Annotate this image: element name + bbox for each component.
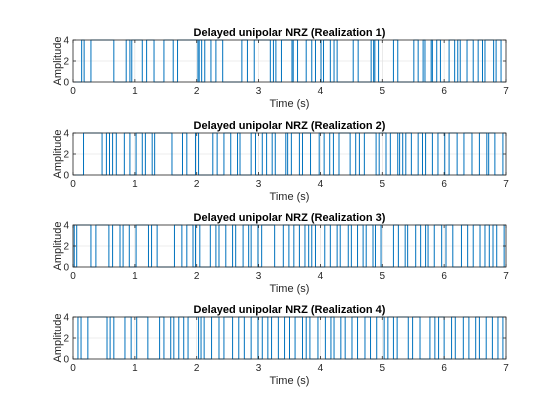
y-tick-label: 2 <box>63 57 69 68</box>
x-tick-label: 7 <box>503 271 509 282</box>
y-tick-label: 2 <box>63 334 69 345</box>
x-tick-label: 3 <box>256 363 262 374</box>
x-axis-label: Time (s) <box>270 283 310 295</box>
signal-line <box>73 132 506 176</box>
x-tick-label: 1 <box>132 271 138 282</box>
x-tick-label: 4 <box>318 271 324 282</box>
x-tick-label: 5 <box>380 179 386 190</box>
x-tick-label: 0 <box>70 271 76 282</box>
y-tick-label: 4 <box>63 36 69 47</box>
x-tick-label: 3 <box>256 179 262 190</box>
x-tick-label: 6 <box>441 179 447 190</box>
x-tick-label: 4 <box>318 86 324 97</box>
chart-title: Delayed unipolar NRZ (Realization 2) <box>194 120 386 132</box>
subplot-4: 0 1 2 3 4 5 6 7 0 2 4 Delayed unipolar NRZ (Realiza… <box>52 304 509 387</box>
chart-title: Delayed unipolar NRZ (Realization 1) <box>194 27 386 39</box>
x-axis-label: Time (s) <box>270 191 310 203</box>
y-axis-label: Amplitude <box>52 222 64 271</box>
x-axis-label: Time (s) <box>270 375 310 387</box>
y-tick-label: 4 <box>63 221 69 232</box>
x-tick-label: 1 <box>132 86 138 97</box>
y-axis-label: Amplitude <box>52 314 64 363</box>
x-tick-label: 2 <box>194 271 200 282</box>
x-tick-label: 1 <box>132 179 138 190</box>
x-tick-label: 0 <box>70 179 76 190</box>
y-tick-label: 0 <box>63 263 69 274</box>
x-tick-label: 5 <box>380 86 386 97</box>
x-tick-label: 7 <box>503 86 509 97</box>
x-tick-label: 4 <box>318 363 324 374</box>
chart-title: Delayed unipolar NRZ (Realization 3) <box>194 212 386 224</box>
x-tick-label: 2 <box>194 179 200 190</box>
y-tick-label: 0 <box>63 78 69 89</box>
subplot-2: 0 1 2 3 4 5 6 7 0 2 4 Delayed unipolar NRZ (Realiza… <box>52 120 509 203</box>
y-axis-label: Amplitude <box>52 130 64 179</box>
subplot-1: 0 1 2 3 4 5 6 7 0 2 4 Delayed unipolar NRZ (Realiza… <box>52 27 509 110</box>
y-axis-label: Amplitude <box>52 37 64 86</box>
x-axis-label: Time (s) <box>270 98 310 110</box>
x-tick-label: 6 <box>441 271 447 282</box>
subplot-3: 0 1 2 3 4 5 6 7 0 2 4 Delayed unipolar NRZ (Realiza… <box>52 212 509 295</box>
x-tick-label: 7 <box>503 363 509 374</box>
x-tick-label: 0 <box>70 363 76 374</box>
x-tick-label: 5 <box>380 363 386 374</box>
x-tick-label: 2 <box>194 86 200 97</box>
y-tick-label: 4 <box>63 313 69 324</box>
chart-title: Delayed unipolar NRZ (Realization 4) <box>194 304 386 316</box>
x-tick-label: 7 <box>503 179 509 190</box>
y-tick-label: 0 <box>63 171 69 182</box>
x-tick-label: 2 <box>194 363 200 374</box>
y-tick-label: 0 <box>63 355 69 366</box>
x-tick-label: 6 <box>441 86 447 97</box>
y-tick-label: 2 <box>63 242 69 253</box>
x-tick-label: 4 <box>318 179 324 190</box>
y-tick-label: 2 <box>63 150 69 161</box>
x-tick-label: 1 <box>132 363 138 374</box>
x-tick-label: 5 <box>380 271 386 282</box>
x-tick-label: 0 <box>70 86 76 97</box>
x-tick-label: 6 <box>441 363 447 374</box>
x-tick-label: 3 <box>256 86 262 97</box>
y-tick-label: 4 <box>63 129 69 140</box>
x-tick-label: 3 <box>256 271 262 282</box>
